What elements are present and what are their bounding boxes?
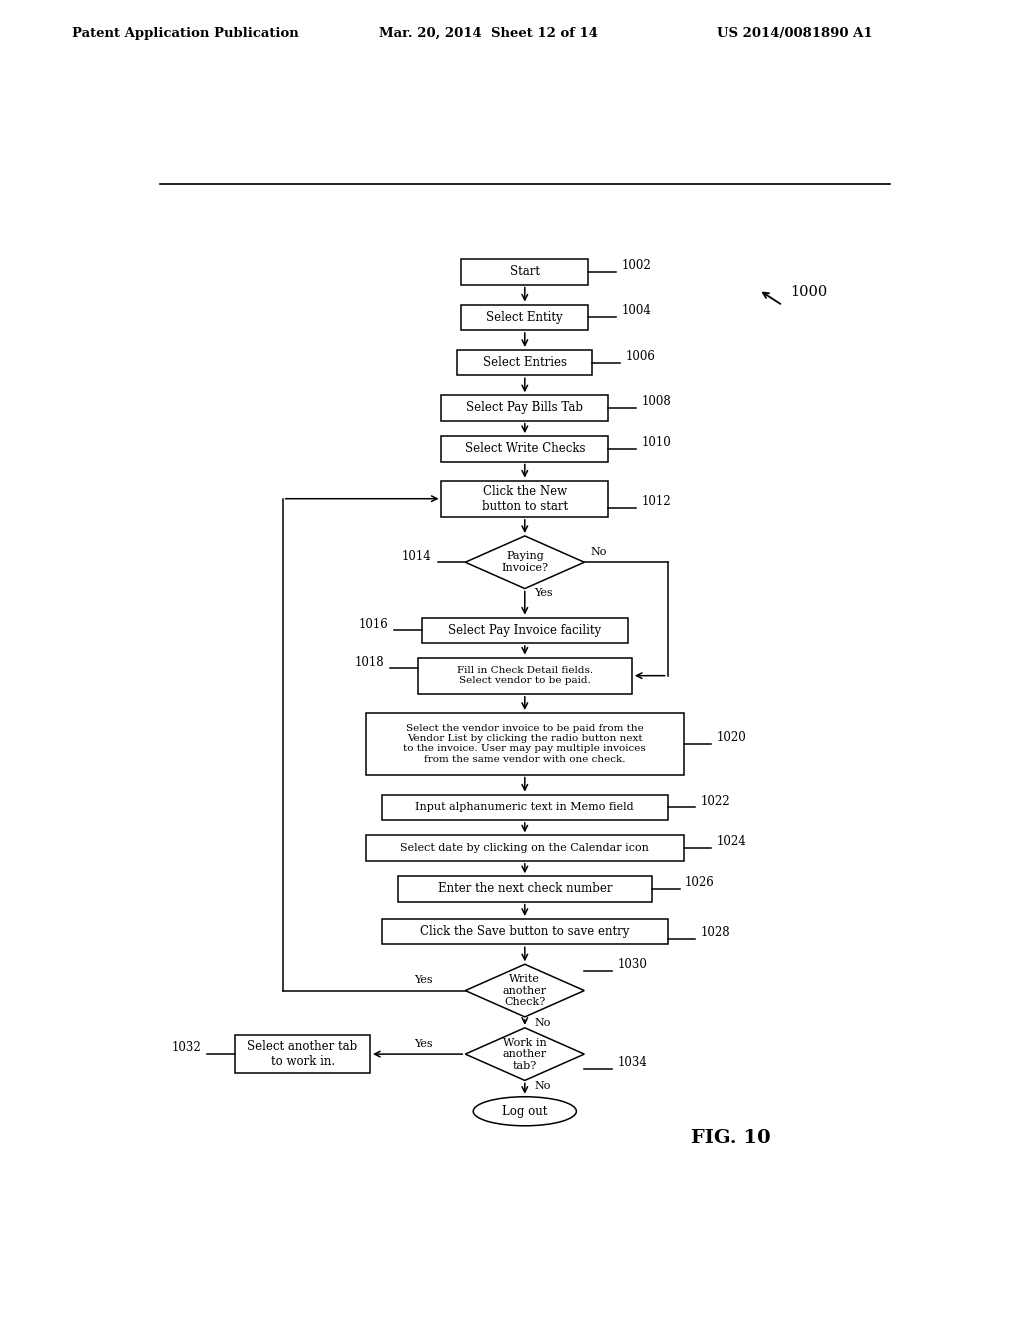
Text: 1024: 1024 <box>717 836 746 849</box>
Polygon shape <box>465 964 585 1016</box>
FancyBboxPatch shape <box>382 919 668 944</box>
Text: Click the Save button to save entry: Click the Save button to save entry <box>420 925 630 939</box>
Text: Log out: Log out <box>502 1105 548 1118</box>
FancyBboxPatch shape <box>458 350 592 375</box>
Text: FIG. 10: FIG. 10 <box>691 1129 771 1147</box>
Text: 1006: 1006 <box>626 350 655 363</box>
Text: Yes: Yes <box>535 587 553 598</box>
Text: Select date by clicking on the Calendar icon: Select date by clicking on the Calendar … <box>400 843 649 853</box>
Text: No: No <box>591 546 607 557</box>
FancyBboxPatch shape <box>367 836 684 861</box>
Text: Click the New
button to start: Click the New button to start <box>481 484 568 512</box>
Text: 1032: 1032 <box>172 1041 202 1055</box>
Text: Yes: Yes <box>414 975 432 985</box>
Text: 1014: 1014 <box>401 549 431 562</box>
FancyBboxPatch shape <box>441 480 608 517</box>
Text: 1016: 1016 <box>358 618 388 631</box>
Text: Enter the next check number: Enter the next check number <box>437 883 612 895</box>
FancyBboxPatch shape <box>461 305 588 330</box>
FancyBboxPatch shape <box>441 436 608 462</box>
Text: 1004: 1004 <box>622 305 651 318</box>
Text: Select Write Checks: Select Write Checks <box>465 442 585 455</box>
Text: Paying
Invoice?: Paying Invoice? <box>502 552 548 573</box>
Text: 1030: 1030 <box>617 958 647 972</box>
Text: Fill in Check Detail fields.
Select vendor to be paid.: Fill in Check Detail fields. Select vend… <box>457 667 593 685</box>
Text: Write
another
Check?: Write another Check? <box>503 974 547 1007</box>
FancyBboxPatch shape <box>382 795 668 820</box>
Text: 1028: 1028 <box>701 927 730 939</box>
Text: 1000: 1000 <box>791 285 828 300</box>
Text: 1026: 1026 <box>685 876 715 890</box>
Text: 1022: 1022 <box>701 795 730 808</box>
Text: No: No <box>535 1081 551 1092</box>
Text: Mar. 20, 2014  Sheet 12 of 14: Mar. 20, 2014 Sheet 12 of 14 <box>379 26 598 40</box>
FancyBboxPatch shape <box>418 657 632 694</box>
FancyBboxPatch shape <box>422 618 628 643</box>
Text: No: No <box>535 1018 551 1028</box>
FancyBboxPatch shape <box>397 876 651 902</box>
Text: Work in
another
tab?: Work in another tab? <box>503 1038 547 1071</box>
Text: Yes: Yes <box>414 1039 432 1049</box>
FancyBboxPatch shape <box>367 713 684 775</box>
Text: Select Pay Bills Tab: Select Pay Bills Tab <box>466 401 584 414</box>
Text: Patent Application Publication: Patent Application Publication <box>72 26 298 40</box>
FancyBboxPatch shape <box>441 395 608 421</box>
Text: Select the vendor invoice to be paid from the
Vendor List by clicking the radio : Select the vendor invoice to be paid fro… <box>403 723 646 764</box>
Text: US 2014/0081890 A1: US 2014/0081890 A1 <box>717 26 872 40</box>
FancyBboxPatch shape <box>236 1035 370 1073</box>
Text: 1008: 1008 <box>641 395 671 408</box>
Text: 1012: 1012 <box>641 495 671 508</box>
Ellipse shape <box>473 1097 577 1126</box>
Text: Select Pay Invoice facility: Select Pay Invoice facility <box>449 624 601 636</box>
Text: Start: Start <box>510 265 540 279</box>
Text: 1034: 1034 <box>617 1056 647 1069</box>
Text: Select Entity: Select Entity <box>486 310 563 323</box>
Text: 1010: 1010 <box>641 436 671 449</box>
Text: Select another tab
to work in.: Select another tab to work in. <box>248 1040 357 1068</box>
Text: Input alphanumeric text in Memo field: Input alphanumeric text in Memo field <box>416 803 634 812</box>
Text: 1002: 1002 <box>622 259 651 272</box>
Polygon shape <box>465 1028 585 1080</box>
Text: 1020: 1020 <box>717 731 746 744</box>
FancyBboxPatch shape <box>461 259 588 285</box>
Text: Select Entries: Select Entries <box>482 356 567 370</box>
Text: 1018: 1018 <box>354 656 384 669</box>
Polygon shape <box>465 536 585 589</box>
